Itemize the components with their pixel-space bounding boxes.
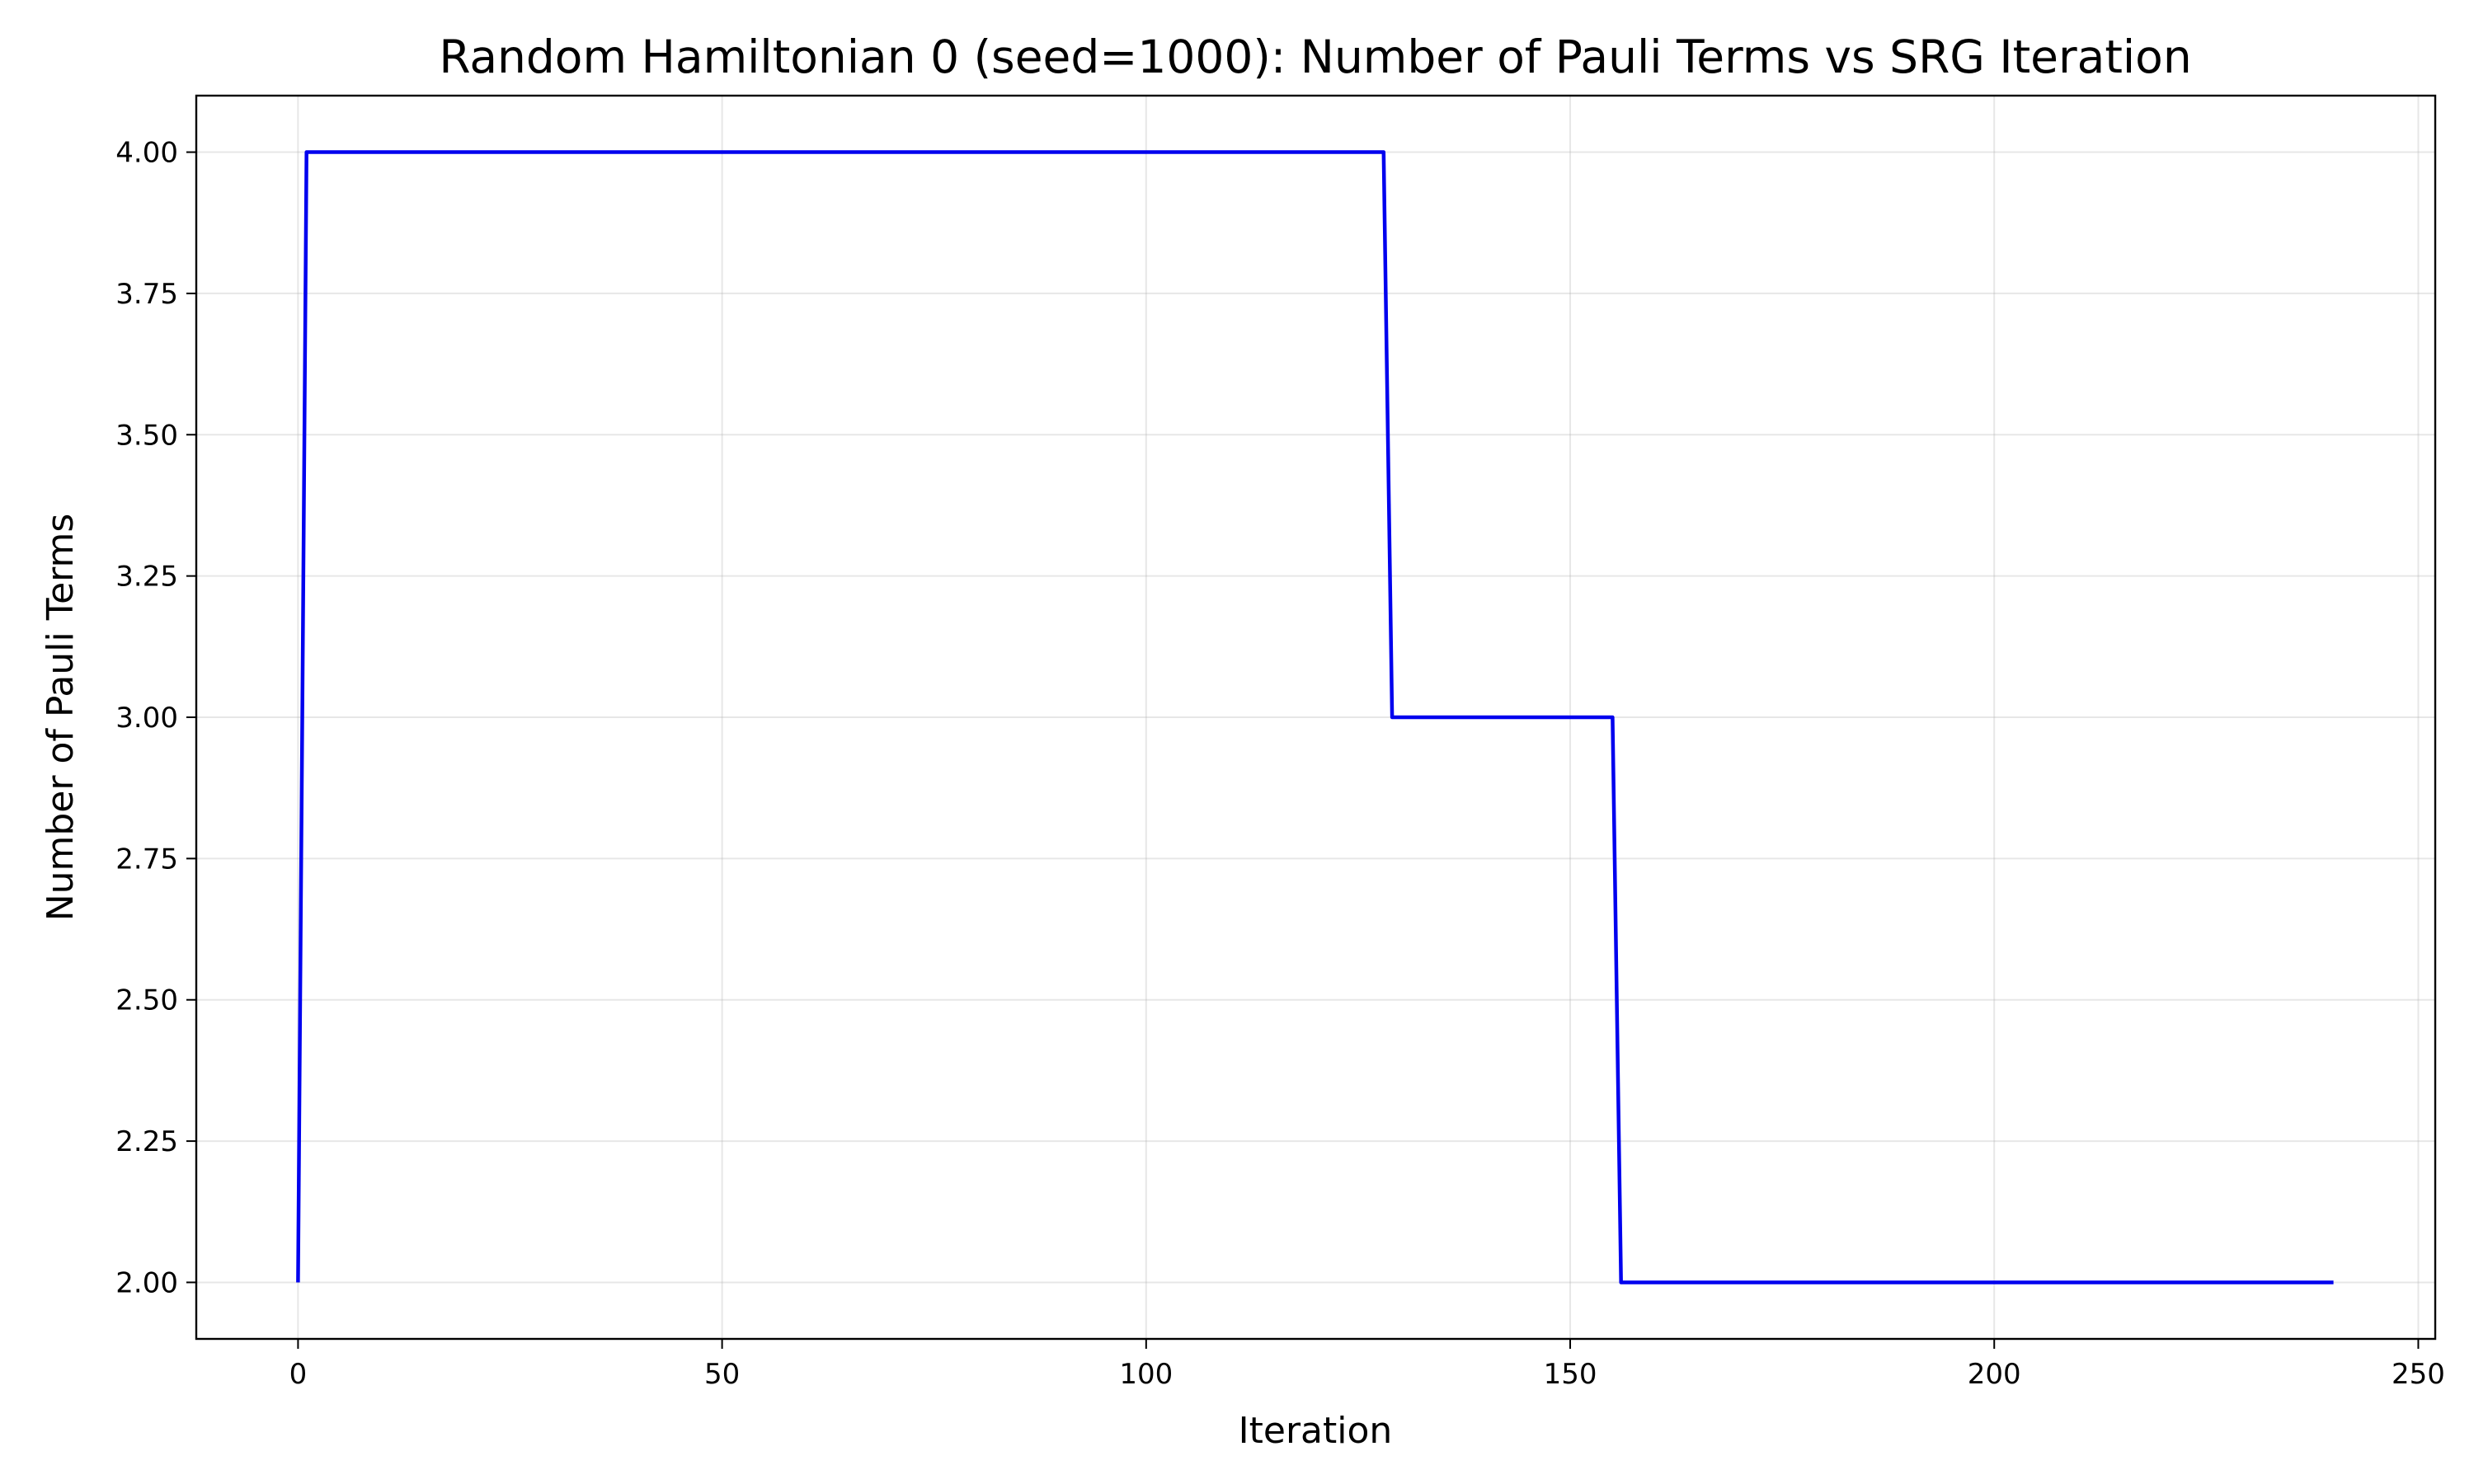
x-tick-label: 0 [289, 1358, 308, 1391]
series-line [296, 150, 2334, 1284]
y-tick-label: 4.00 [115, 137, 178, 170]
y-axis-label: Number of Pauli Terms [40, 514, 82, 922]
x-tick-label: 150 [1544, 1358, 1597, 1391]
y-tick-label: 3.50 [115, 419, 178, 452]
y-axis-ticks: 2.00 2.25 2.50 2.75 3.00 3.25 3.50 3.75 4.00 [115, 137, 196, 1299]
y-tick-label: 3.25 [115, 561, 178, 594]
x-tick-label: 50 [704, 1358, 740, 1391]
x-tick-label: 100 [1119, 1358, 1173, 1391]
y-tick-label: 3.00 [115, 702, 178, 735]
y-tick-label: 2.75 [115, 843, 178, 876]
y-tick-label: 2.25 [115, 1125, 178, 1158]
x-tick-label: 250 [2392, 1358, 2445, 1391]
chart-title: Random Hamiltonian 0 (seed=1000): Number… [439, 31, 2191, 83]
y-tick-label: 2.50 [115, 984, 178, 1017]
grid [196, 96, 2435, 1339]
x-axis-ticks: 0 50 100 150 200 250 [289, 1339, 2445, 1391]
y-tick-label: 3.75 [115, 278, 178, 311]
x-tick-label: 200 [1968, 1358, 2021, 1391]
y-tick-label: 2.00 [115, 1266, 178, 1299]
x-axis-label: Iteration [1239, 1410, 1393, 1452]
series-layer [296, 150, 2334, 1284]
